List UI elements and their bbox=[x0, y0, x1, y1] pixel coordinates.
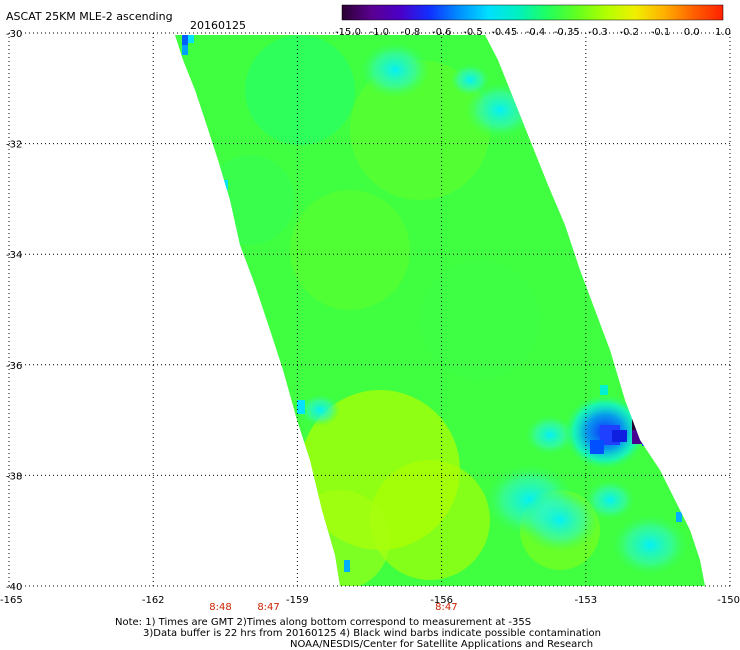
data-pixel bbox=[344, 560, 350, 572]
cyan-patch bbox=[450, 64, 490, 96]
x-tick-label: -150 bbox=[717, 595, 740, 606]
data-pixel bbox=[222, 180, 228, 190]
footer-note-line1: Note: 1) Times are GMT 2)Times along bot… bbox=[115, 617, 531, 628]
y-tick-label: -36 bbox=[6, 361, 22, 372]
chart-date: 20160125 bbox=[190, 19, 246, 32]
y-axis-ticks: -30 -32 -34 -36 -38 -40 bbox=[6, 29, 22, 593]
y-tick-label: -34 bbox=[6, 250, 22, 261]
colorbar-label: 1.0 bbox=[715, 27, 731, 38]
data-pixel bbox=[632, 418, 642, 430]
colorbar-label: -1.0 bbox=[369, 27, 389, 38]
colorbar-label: -0.8 bbox=[401, 27, 421, 38]
colorbar-label: -0.4 bbox=[526, 27, 546, 38]
colorbar-gradient bbox=[341, 4, 724, 21]
x-tick-label: -159 bbox=[286, 595, 309, 606]
colorbar-label: -15.0 bbox=[335, 27, 361, 38]
time-label: 8:47 bbox=[257, 602, 279, 613]
x-axis-ticks: -165 -162 -159 -156 -153 -150 bbox=[0, 595, 740, 606]
time-labels: 8:48 8:47 8:47 bbox=[209, 602, 457, 613]
colorbar-label: -0.1 bbox=[651, 27, 671, 38]
cyan-patch bbox=[520, 488, 600, 552]
data-pixel bbox=[612, 430, 627, 442]
cyan-patch bbox=[300, 394, 340, 426]
green-variation-patch bbox=[290, 490, 390, 586]
cyan-patch bbox=[360, 42, 430, 98]
y-tick-label: -32 bbox=[6, 140, 22, 151]
footer-note-line3: NOAA/NESDIS/Center for Satellite Applica… bbox=[290, 639, 593, 650]
footer-note-line2: 3)Data buffer is 22 hrs from 20160125 4)… bbox=[143, 628, 601, 639]
data-pixel bbox=[676, 512, 682, 522]
green-variation-patch bbox=[420, 260, 540, 380]
colorbar-label: 0.0 bbox=[684, 27, 700, 38]
data-pixel bbox=[182, 45, 188, 55]
colorbar-label: -0.35 bbox=[554, 27, 580, 38]
grid-lines bbox=[8, 32, 731, 587]
y-tick-label: -40 bbox=[6, 582, 22, 593]
data-pixel bbox=[297, 400, 305, 414]
x-tick-label: -153 bbox=[574, 595, 597, 606]
data-pixel bbox=[642, 436, 648, 446]
green-variation-patch bbox=[205, 155, 295, 245]
data-pixel bbox=[182, 35, 188, 50]
data-pixel bbox=[590, 440, 604, 454]
x-tick-label: -156 bbox=[430, 595, 453, 606]
x-tick-label: -165 bbox=[0, 595, 23, 606]
data-pixel bbox=[188, 35, 194, 43]
green-variation-patch bbox=[245, 35, 355, 145]
x-tick-label: -162 bbox=[142, 595, 165, 606]
time-label: 8:47 bbox=[435, 602, 457, 613]
y-tick-label: -30 bbox=[6, 29, 22, 40]
cyan-patch bbox=[612, 514, 688, 576]
data-pixel bbox=[632, 430, 642, 444]
colorbar-label: -0.45 bbox=[491, 27, 517, 38]
time-label: 8:48 bbox=[209, 602, 231, 613]
data-pixel bbox=[600, 385, 608, 395]
green-variation-patch bbox=[370, 460, 490, 580]
swath-data bbox=[175, 35, 705, 586]
green-variation-patch bbox=[290, 190, 410, 310]
y-tick-label: -38 bbox=[6, 471, 22, 482]
chart-title: ASCAT 25KM MLE-2 ascending bbox=[6, 10, 173, 23]
cyan-patch bbox=[585, 480, 635, 520]
cyan-patch bbox=[525, 415, 575, 455]
